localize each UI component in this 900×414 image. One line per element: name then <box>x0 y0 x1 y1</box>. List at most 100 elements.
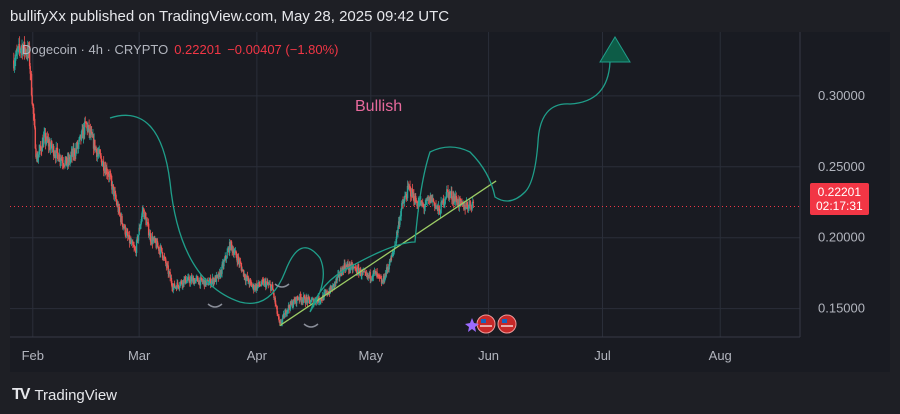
candle-body <box>80 131 83 140</box>
candle-body <box>152 239 154 244</box>
candle-body <box>354 267 357 269</box>
candle-body <box>277 315 280 317</box>
candle-body <box>230 241 233 246</box>
candle-body <box>241 269 244 272</box>
legend-price: 0.22201 <box>174 42 222 57</box>
candle-body <box>40 148 42 151</box>
candle-body <box>57 153 59 162</box>
candle-body <box>253 288 256 291</box>
candle-body <box>405 195 407 198</box>
candle-body <box>239 261 242 264</box>
candle-body <box>226 251 228 259</box>
chart-area[interactable]: 0.15000 0.20000 0.25000 0.30000 Feb Mar Apr May… <box>10 32 890 372</box>
symbol-label[interactable]: Dogecoin · 4h · CRYPTO <box>22 42 169 57</box>
candle-body <box>166 264 168 267</box>
candle-body <box>14 56 17 61</box>
candle-body <box>263 281 266 286</box>
candle-body <box>270 286 273 291</box>
candle-body <box>121 223 124 228</box>
candle-body <box>55 147 57 159</box>
footer-brand[interactable]: TV TradingView <box>12 386 117 404</box>
candle-body <box>391 252 394 257</box>
candle-body <box>141 211 143 217</box>
candle-body <box>381 281 383 284</box>
candle-body <box>468 204 470 209</box>
bottom-marker-icon <box>303 323 319 328</box>
candle-body <box>391 255 393 257</box>
candle-body <box>172 286 175 290</box>
candle-body <box>461 201 463 204</box>
candle-body <box>161 252 164 258</box>
candle-body <box>467 208 470 210</box>
candle-body <box>19 48 21 51</box>
candle-body <box>163 256 166 258</box>
candle-body <box>360 275 363 277</box>
candle-body <box>364 271 366 273</box>
candle-body <box>361 270 363 276</box>
candle-body <box>274 297 276 304</box>
candle-body <box>202 281 204 283</box>
candle-body <box>310 299 313 303</box>
candle-body <box>73 149 76 156</box>
candle-body <box>395 238 397 245</box>
candle-body <box>110 175 112 181</box>
candle-body <box>422 204 425 206</box>
candle-body <box>303 295 305 300</box>
price-chart[interactable]: 0.15000 0.20000 0.25000 0.30000 Feb Mar Apr May… <box>10 32 890 372</box>
candle-body <box>85 122 87 123</box>
candle-body <box>20 47 23 51</box>
candle-body <box>17 47 19 51</box>
candle-body <box>39 145 41 151</box>
event-star-icon <box>465 318 479 332</box>
candle-body <box>147 223 150 236</box>
candle-body <box>435 206 438 207</box>
candle-body <box>87 127 89 131</box>
candle-body <box>29 66 31 74</box>
candle-body <box>250 281 252 284</box>
candle-body <box>249 280 251 285</box>
candle-body <box>355 267 357 272</box>
candle-body <box>140 216 143 222</box>
candle-body <box>227 250 229 252</box>
candle-body <box>251 283 253 287</box>
candle-body <box>404 196 406 200</box>
candle-body <box>242 269 245 277</box>
candle-body <box>146 222 148 225</box>
candle-body <box>126 231 128 233</box>
candle-body <box>61 160 64 163</box>
candle-body <box>394 244 397 246</box>
candle-body <box>287 305 290 311</box>
candle-body <box>149 233 152 242</box>
candle-body <box>64 160 66 166</box>
candle-body <box>247 277 250 283</box>
candle-body <box>351 263 353 265</box>
candle-body <box>166 264 169 266</box>
candle-body <box>389 259 391 266</box>
candle-body <box>460 199 462 203</box>
candle-body <box>25 49 27 54</box>
bullish-annotation[interactable]: Bullish <box>355 98 403 115</box>
candle-body <box>465 207 467 210</box>
candle-body <box>446 189 448 197</box>
candle-body <box>305 297 307 304</box>
candle-body <box>139 225 142 230</box>
candle-body <box>37 154 40 158</box>
bottom-marker-icon <box>274 283 290 288</box>
candle-body <box>134 247 136 249</box>
candle-body <box>51 148 54 150</box>
candle-body <box>439 210 441 215</box>
candle-body <box>409 187 412 197</box>
candle-body <box>99 153 102 156</box>
candle-body <box>205 281 207 285</box>
candle-body <box>245 277 247 282</box>
candle-body <box>332 284 334 290</box>
candle-body <box>409 186 411 188</box>
candle-body <box>308 297 311 301</box>
candle-body <box>42 137 45 148</box>
candle-body <box>345 265 347 271</box>
candle-body <box>168 271 170 274</box>
candle-body <box>411 189 414 197</box>
candle-body <box>211 280 213 284</box>
last-price-tag: 0.22201 02:17:31 <box>810 183 869 215</box>
candle-body <box>194 280 197 284</box>
